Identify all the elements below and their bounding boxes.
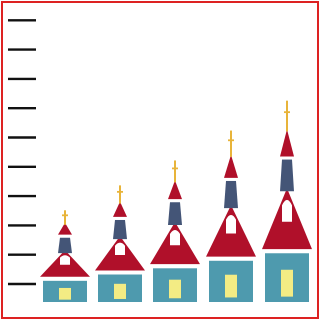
bar-body [98,274,142,293]
bar-spire [168,180,182,200]
bar-spire [280,129,294,157]
bar-spire [113,201,127,217]
bar-upper-tower [280,159,294,192]
bar-upper-tower [168,202,182,226]
bar-window [225,274,237,298]
bar-upper-tower [224,180,238,209]
bar [40,210,90,302]
bar-window [59,287,71,300]
bar-body [43,280,87,293]
bar-upper-tower [113,219,127,240]
bar-spire [224,154,238,178]
bar [206,130,256,302]
bar-band [263,249,311,254]
bar-window [114,283,126,299]
bar-window [281,269,293,297]
bar-upper-band [113,216,127,220]
bar-upper-tower [58,237,72,254]
bar-upper-band [280,156,294,160]
bar-window [169,279,181,299]
bar [262,100,312,302]
bar-arch [115,242,125,255]
bar-spire [58,222,72,235]
bar-upper-band [58,234,72,238]
bar-body-base [265,293,309,302]
bar-arch [226,214,236,234]
bar-body-base [209,293,253,302]
bar-band [207,256,255,261]
bar-band [41,276,89,281]
bar [95,185,145,302]
bar-arch [170,230,180,246]
bar-arch [60,255,70,265]
bar-upper-band [224,177,238,181]
bar-upper-band [168,199,182,203]
bar-band [96,270,144,275]
bar [150,160,200,302]
y-axis [8,19,36,286]
bar-arch [282,199,292,222]
bar-band [151,264,199,269]
bars [40,100,312,302]
